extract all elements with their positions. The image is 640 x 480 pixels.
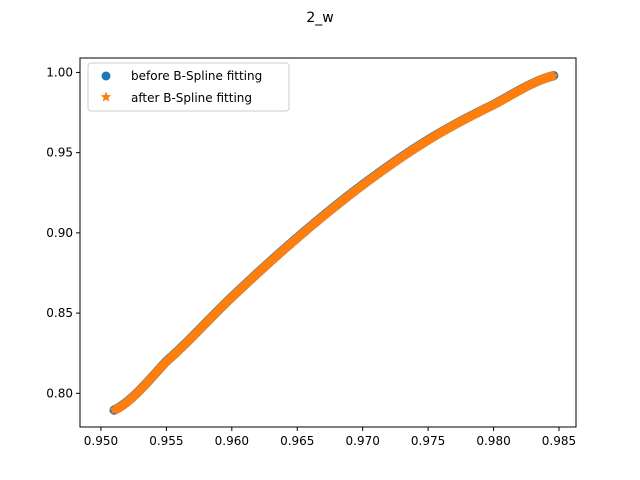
x-tick-label: 0.970 bbox=[346, 434, 380, 448]
chart-title: 2_w bbox=[306, 10, 333, 26]
y-tick-label: 0.95 bbox=[46, 146, 73, 160]
legend-label-before: before B-Spline fitting bbox=[131, 69, 262, 83]
series-after bbox=[109, 70, 559, 415]
x-tick-label: 0.985 bbox=[542, 434, 576, 448]
series-layer bbox=[109, 70, 559, 415]
x-tick-label: 0.965 bbox=[280, 434, 314, 448]
x-tick-label: 0.960 bbox=[215, 434, 249, 448]
x-tick-label: 0.955 bbox=[149, 434, 183, 448]
legend-label-after: after B-Spline fitting bbox=[131, 91, 252, 105]
legend-marker-before bbox=[101, 71, 111, 81]
axes-frame bbox=[79, 57, 577, 428]
legend-box bbox=[87, 62, 290, 112]
legend: before B-Spline fitting after B-Spline f… bbox=[87, 62, 290, 112]
y-tick-label: 0.80 bbox=[46, 386, 73, 400]
y-axis: 0.80 0.85 0.90 0.95 1.00 bbox=[46, 65, 80, 400]
series-before bbox=[109, 71, 559, 415]
x-tick-label: 0.980 bbox=[476, 434, 510, 448]
point-after bbox=[548, 70, 559, 80]
x-axis: 0.950 0.955 0.960 0.965 0.970 0.975 0.980 0.985 bbox=[84, 427, 576, 448]
legend-marker-after bbox=[100, 91, 112, 102]
y-tick-label: 1.00 bbox=[46, 65, 73, 79]
x-tick-label: 0.950 bbox=[84, 434, 118, 448]
x-tick-label: 0.975 bbox=[411, 434, 445, 448]
y-tick-label: 0.85 bbox=[46, 306, 73, 320]
y-tick-label: 0.90 bbox=[46, 226, 73, 240]
